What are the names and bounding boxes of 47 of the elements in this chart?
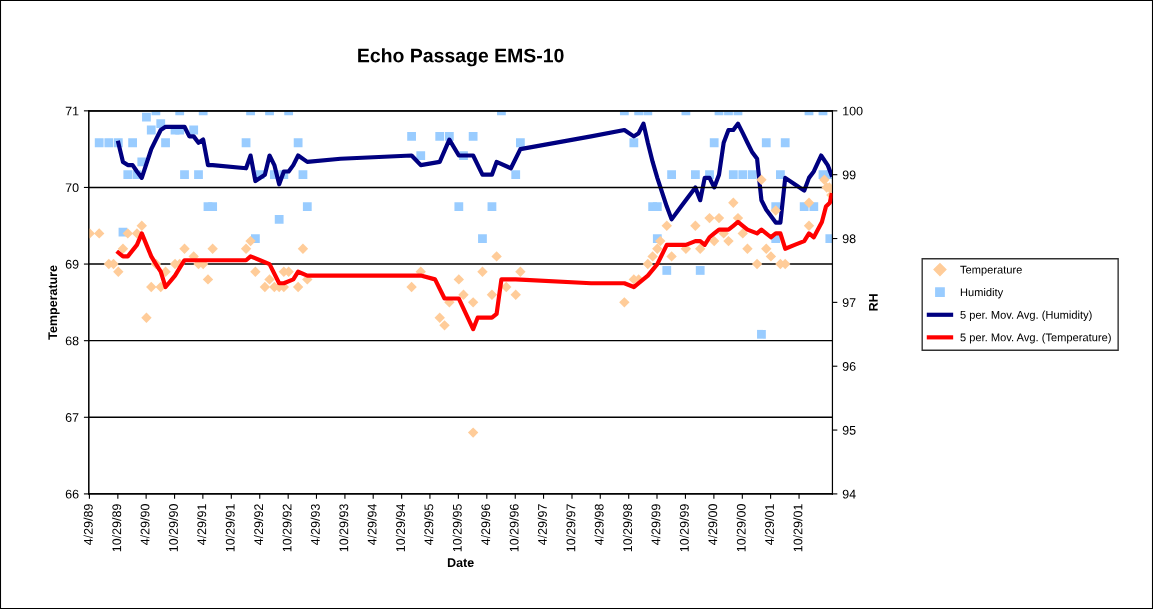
y-tick-label: 68 [65, 336, 79, 346]
x-tick-label: 10/29/91 [225, 504, 235, 552]
x-tick-label: 4/29/89 [83, 504, 93, 546]
x-tick-label: 10/29/95 [452, 504, 462, 552]
x-tick-label: 4/29/99 [651, 504, 661, 546]
x-tick-label: 10/29/90 [168, 504, 178, 552]
y-tick-label: 67 [65, 413, 79, 422]
y2-tick-label: 95 [842, 425, 856, 435]
x-tick-label: 4/29/00 [708, 504, 718, 546]
x-tick-label: 10/29/97 [566, 504, 576, 552]
x-tick-label: 10/29/01 [793, 504, 803, 552]
x-tick-label: 10/29/89 [112, 504, 122, 552]
y-tick-label: 69 [65, 259, 79, 269]
y2-tick-label: 97 [842, 298, 856, 308]
x-tick-label: 10/29/92 [282, 504, 292, 552]
y-tick-label: 71 [65, 106, 79, 116]
x-tick-label: 4/29/96 [480, 504, 491, 546]
chart-title: Echo Passage EMS-10 [358, 48, 564, 67]
x-tick-label: 4/29/95 [424, 504, 434, 546]
x-tick-label: 4/29/93 [310, 504, 320, 546]
x-tick-label: 4/29/91 [197, 504, 207, 546]
x-tick-label: 10/29/96 [509, 504, 519, 552]
legend-label: 5 per. Mov. Avg. (Humidity) [960, 310, 1092, 321]
y2-tick-label: 94 [842, 489, 856, 499]
x-tick-label: 10/29/94 [395, 503, 405, 552]
y-axis-title: Temperature [48, 265, 60, 340]
x-tick-label: 4/29/94 [367, 503, 377, 546]
y-tick-label: 70 [65, 183, 79, 193]
x-axis-title: Date [447, 558, 474, 568]
y2-tick-label: 98 [842, 234, 856, 244]
x-tick-label: 4/29/98 [594, 504, 604, 546]
x-tick-label: 10/29/00 [736, 504, 746, 552]
x-tick-label: 4/29/90 [140, 504, 150, 546]
legend-label: Temperature [960, 265, 1022, 276]
x-tick-label: 10/29/99 [679, 504, 689, 552]
y2-axis-title: RH [869, 294, 878, 311]
y2-tick-label: 100 [843, 106, 863, 116]
legend-label: Humidity [960, 288, 1004, 299]
legend-label: 5 per. Mov. Avg. (Temperature) [960, 333, 1111, 344]
x-tick-label: 10/29/93 [339, 504, 349, 552]
x-tick-label: 4/29/97 [537, 504, 547, 546]
x-tick-label: 4/29/92 [253, 504, 264, 546]
y2-tick-label: 96 [842, 362, 856, 371]
y-tick-label: 66 [65, 489, 79, 499]
x-tick-label: 10/29/98 [622, 504, 633, 552]
y2-tick-label: 99 [842, 170, 856, 180]
x-tick-label: 4/29/01 [764, 504, 774, 546]
